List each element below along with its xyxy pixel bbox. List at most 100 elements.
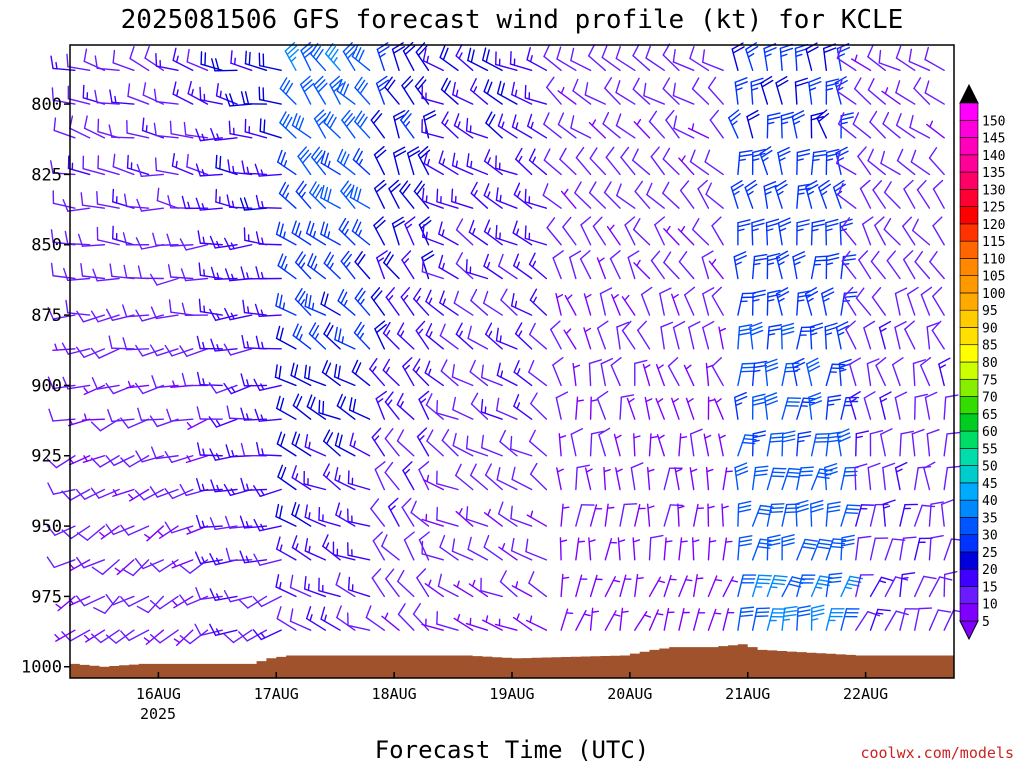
wind-barb: [240, 373, 268, 387]
wind-barb: [914, 251, 931, 280]
wind-barb: [689, 467, 698, 491]
wind-barb: [224, 237, 253, 251]
wind-barb: [672, 320, 686, 350]
wind-barb: [899, 503, 919, 527]
wind-barb: [240, 91, 268, 105]
wind-barb: [126, 154, 150, 176]
colorbar-label: 135: [982, 166, 1005, 181]
wind-barb: [440, 77, 459, 105]
wind-barb: [382, 358, 400, 387]
wind-barb: [83, 629, 106, 643]
wind-barb: [632, 537, 641, 561]
wind-barb: [555, 391, 569, 420]
wind-barb: [469, 463, 489, 491]
wind-barb: [737, 574, 757, 598]
wind-barb: [62, 199, 91, 212]
wind-barb: [810, 255, 829, 280]
wind-barb: [304, 364, 327, 387]
wind-barb: [209, 235, 238, 249]
wind-barb: [52, 343, 76, 352]
wind-barb: [737, 219, 751, 246]
colorbar-segment: [959, 102, 979, 121]
wind-barb: [166, 233, 194, 247]
wind-barb: [76, 556, 106, 569]
wind-barb: [76, 310, 106, 323]
wind-barb: [733, 251, 747, 280]
wind-barb: [421, 618, 444, 631]
wind-barb: [374, 461, 386, 491]
wind-barb: [848, 391, 861, 420]
wind-barb: [418, 461, 430, 491]
wind-barb: [546, 76, 562, 105]
wind-barb: [764, 358, 779, 387]
wind-barb: [751, 607, 771, 631]
wind-barb: [805, 357, 821, 387]
wind-barb: [859, 179, 872, 209]
wind-barb: [47, 376, 76, 390]
wind-barb: [244, 50, 268, 72]
wind-barb: [334, 326, 356, 350]
wind-barb: [292, 393, 312, 420]
wind-barb: [185, 455, 209, 464]
wind-barb: [704, 149, 724, 176]
wind-barb: [781, 430, 796, 457]
wind-barb: [920, 286, 933, 316]
wind-barb: [354, 76, 371, 105]
wind-barb: [495, 187, 518, 209]
wind-barb: [480, 577, 503, 598]
wind-barb: [912, 359, 926, 387]
wind-barb: [223, 590, 253, 603]
wind-barb: [425, 393, 444, 420]
wind-barb: [137, 407, 165, 421]
wind-barb: [764, 392, 779, 420]
wind-barb: [276, 536, 297, 561]
wind-barb: [824, 463, 838, 491]
wind-barb: [353, 321, 371, 350]
wind-barb: [400, 287, 415, 316]
wind-barb: [894, 287, 908, 316]
wind-barb: [291, 465, 312, 491]
wind-barb: [425, 323, 444, 350]
wind-barb: [75, 346, 106, 358]
y-axis-ticks: 800 825 850 875 900 925 950 975 1000: [21, 95, 70, 678]
wind-barb: [149, 559, 179, 573]
wind-barb: [648, 576, 666, 598]
colorbar-label: 35: [982, 511, 998, 526]
wind-barb: [766, 252, 781, 280]
wind-barb: [766, 432, 785, 457]
wind-barb: [424, 360, 444, 387]
wind-barb: [385, 568, 400, 598]
wind-barb: [662, 43, 680, 72]
wind-barb: [254, 303, 282, 317]
wind-barb: [120, 595, 150, 607]
colorbar-segment: [959, 482, 979, 501]
wind-barb: [239, 515, 268, 529]
wind-barb: [805, 180, 819, 209]
wind-barb: [528, 148, 548, 176]
colorbar-label: 55: [982, 442, 998, 457]
wind-barb: [94, 89, 120, 105]
wind-barb: [318, 577, 341, 598]
wind-barb: [604, 576, 621, 598]
wind-barb: [194, 551, 223, 565]
wind-barb: [321, 360, 341, 387]
wind-barb: [656, 434, 665, 457]
wind-barb: [252, 629, 282, 641]
wind-barb: [421, 258, 444, 280]
wind-barb: [120, 524, 150, 536]
wind-barb: [81, 413, 106, 421]
wind-barb: [884, 610, 909, 631]
wind-barb: [863, 320, 876, 350]
wind-barb: [707, 608, 722, 631]
wind-barb: [311, 146, 327, 176]
wind-barb: [895, 80, 916, 105]
wind-barb: [604, 503, 615, 527]
colorbar-top-triangle: [959, 83, 979, 104]
wind-barb: [382, 321, 400, 350]
wind-barb: [150, 306, 179, 320]
wind-barb: [560, 608, 574, 631]
wind-barb: [763, 180, 777, 209]
wind-barb: [415, 320, 430, 350]
wind-barb: [384, 76, 400, 105]
wind-barb: [530, 392, 548, 420]
